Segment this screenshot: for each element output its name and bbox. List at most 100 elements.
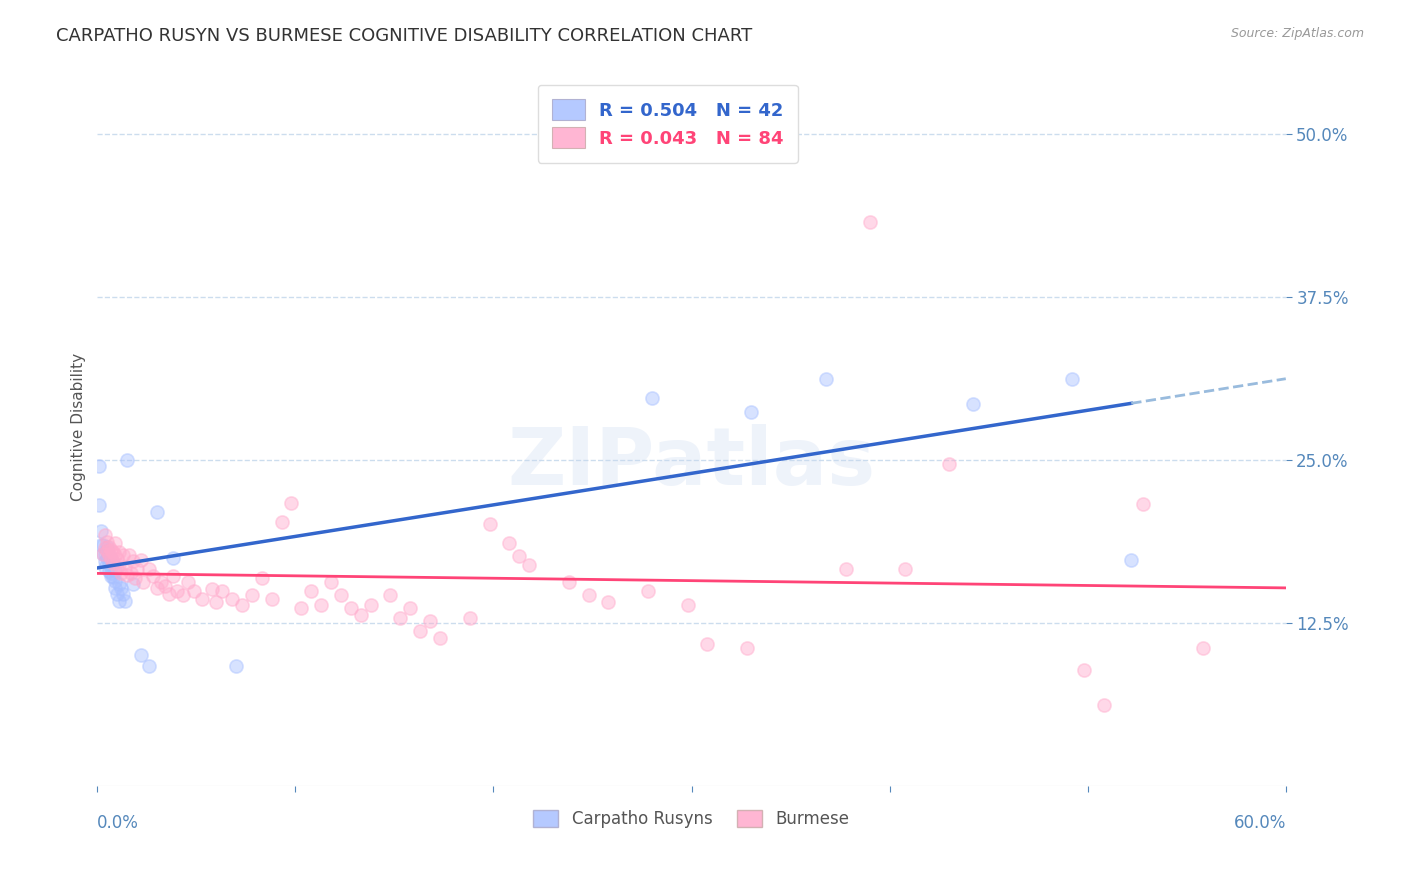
Point	[104, 581, 127, 595]
Point	[138, 562, 160, 576]
Point	[498, 536, 520, 550]
Point	[478, 516, 501, 531]
Point	[859, 215, 882, 229]
Point	[91, 547, 114, 561]
Point	[1191, 640, 1213, 655]
Point	[962, 397, 984, 411]
Point	[815, 372, 838, 386]
Point	[89, 499, 111, 513]
Point	[157, 587, 180, 601]
Point	[240, 588, 263, 602]
Point	[100, 566, 122, 581]
Y-axis label: Cognitive Disability: Cognitive Disability	[72, 353, 86, 501]
Point	[108, 576, 131, 591]
Point	[146, 581, 169, 595]
Point	[96, 544, 118, 558]
Point	[162, 569, 184, 583]
Point	[98, 549, 121, 564]
Point	[578, 588, 600, 602]
Point	[108, 593, 131, 607]
Point	[429, 632, 451, 646]
Point	[225, 658, 247, 673]
Point	[1132, 497, 1154, 511]
Point	[100, 552, 122, 566]
Point	[124, 571, 146, 585]
Point	[98, 564, 121, 578]
Point	[162, 550, 184, 565]
Text: Source: ZipAtlas.com: Source: ZipAtlas.com	[1230, 27, 1364, 40]
Point	[89, 459, 111, 474]
Point	[96, 540, 118, 554]
Point	[330, 588, 353, 602]
Point	[103, 557, 125, 571]
Point	[696, 637, 718, 651]
Point	[108, 558, 131, 573]
Point	[98, 540, 121, 554]
Point	[938, 457, 960, 471]
Point	[103, 570, 125, 584]
Point	[103, 545, 125, 559]
Point	[309, 598, 332, 612]
Text: 0.0%: 0.0%	[97, 814, 139, 832]
Point	[380, 588, 402, 602]
Point	[221, 592, 243, 607]
Point	[211, 584, 233, 599]
Point	[94, 554, 117, 568]
Point	[146, 505, 169, 519]
Point	[94, 547, 117, 561]
Point	[96, 544, 118, 558]
Text: 60.0%: 60.0%	[1233, 814, 1285, 832]
Point	[835, 562, 858, 576]
Point	[105, 561, 128, 575]
Point	[250, 571, 273, 585]
Point	[270, 516, 292, 530]
Point	[183, 584, 205, 599]
Point	[94, 541, 117, 556]
Point	[96, 550, 118, 565]
Point	[1060, 372, 1083, 386]
Point	[340, 601, 363, 615]
Point	[558, 575, 581, 590]
Point	[122, 576, 145, 591]
Point	[319, 575, 342, 590]
Point	[138, 658, 160, 673]
Point	[105, 587, 128, 601]
Point	[103, 556, 125, 570]
Point	[399, 601, 422, 615]
Point	[104, 564, 127, 578]
Text: ZIPatlas: ZIPatlas	[508, 424, 876, 502]
Point	[104, 574, 127, 588]
Point	[98, 557, 121, 571]
Point	[100, 569, 122, 583]
Point	[637, 584, 659, 599]
Point	[676, 598, 699, 612]
Point	[894, 562, 917, 576]
Point	[122, 554, 145, 568]
Point	[114, 561, 136, 575]
Point	[458, 610, 481, 624]
Point	[260, 592, 283, 607]
Point	[166, 584, 188, 599]
Point	[98, 548, 121, 562]
Point	[360, 598, 382, 612]
Point	[90, 537, 112, 551]
Point	[94, 528, 117, 542]
Point	[1121, 553, 1143, 567]
Point	[112, 548, 135, 562]
Point	[110, 581, 132, 595]
Point	[205, 595, 228, 609]
Point	[389, 610, 412, 624]
Point	[114, 593, 136, 607]
Point	[290, 601, 312, 615]
Point	[598, 595, 620, 609]
Point	[142, 569, 165, 583]
Point	[104, 548, 127, 562]
Point	[1073, 663, 1095, 677]
Point	[90, 524, 112, 539]
Point	[91, 547, 114, 561]
Point	[201, 582, 224, 596]
Point	[1092, 698, 1115, 712]
Point	[115, 567, 138, 582]
Point	[177, 575, 200, 590]
Text: CARPATHO RUSYN VS BURMESE COGNITIVE DISABILITY CORRELATION CHART: CARPATHO RUSYN VS BURMESE COGNITIVE DISA…	[56, 27, 752, 45]
